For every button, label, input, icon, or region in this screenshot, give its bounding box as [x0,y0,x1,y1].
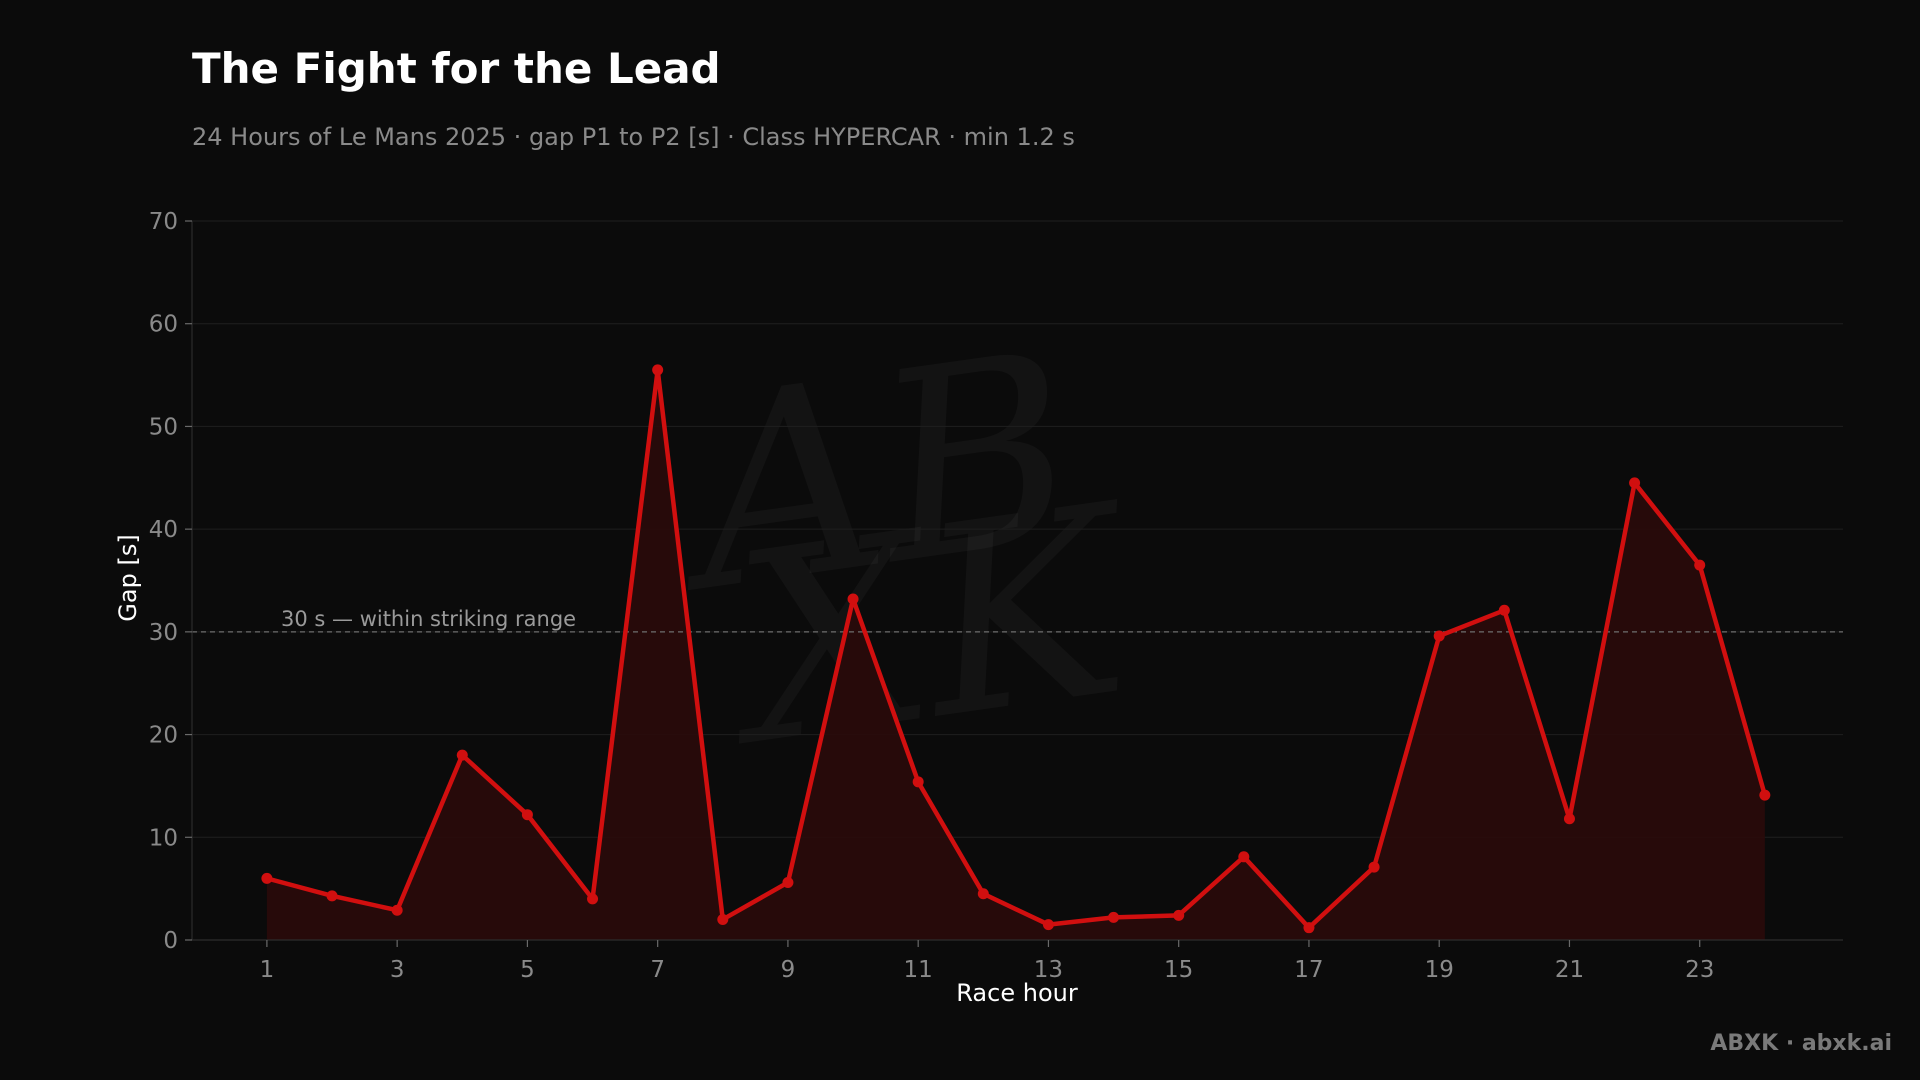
data-point [1629,477,1641,489]
data-point [1694,559,1706,571]
y-tick-label: 0 [163,928,178,954]
page-subtitle: 24 Hours of Le Mans 2025 · gap P1 to P2 … [192,123,1075,151]
y-tick-label: 50 [149,414,178,440]
x-tick-label: 21 [1555,957,1584,983]
axes [185,220,1843,947]
y-tick-label: 60 [149,312,178,338]
y-tick-label: 40 [149,517,178,543]
x-tick-label: 1 [260,957,275,983]
data-point [1759,789,1771,801]
data-point [847,593,859,605]
series-line [264,367,1768,930]
data-point [1563,813,1575,825]
data-point [912,776,924,788]
brand-label: ABXK · abxk.ai [1710,1031,1892,1056]
data-point [326,890,338,902]
data-point [1433,630,1445,642]
x-tick-label: 15 [1164,957,1193,983]
grid-lines [192,220,1843,941]
page-title: The Fight for the Lead [192,44,721,93]
y-tick-label: 70 [149,209,178,235]
data-point [652,364,664,376]
data-point [1498,604,1510,616]
reference-line-group: 30 s — within striking range [192,607,1843,633]
x-tick-label: 3 [390,957,405,983]
x-tick-label: 13 [1034,957,1063,983]
y-tick-label: 30 [149,620,178,646]
watermark-letters-bottom: XK [702,449,1153,805]
x-axis-label: Race hour [956,979,1078,1007]
x-tick-label: 23 [1685,957,1714,983]
data-point [391,904,403,916]
reference-line-label: 30 s — within striking range [281,607,576,631]
watermark-logo: ABXK [654,297,1153,805]
data-point [1368,861,1380,873]
x-tick-label: 7 [650,957,665,983]
data-point [1303,922,1315,934]
x-tick-label: 11 [904,957,933,983]
data-point [977,888,989,900]
x-tick-label: 19 [1425,957,1454,983]
y-tick-label: 20 [149,723,178,749]
series-line-group [264,367,1768,930]
y-tick-label: 10 [149,825,178,851]
data-point [1042,919,1054,931]
data-point [1238,851,1250,863]
y-axis-label: Gap [s] [114,534,142,621]
data-point [782,876,794,888]
data-point [1108,911,1120,923]
x-tick-label: 9 [781,957,796,983]
x-tick-label: 5 [520,957,535,983]
data-point [521,809,533,821]
data-point [261,872,273,884]
data-point [1173,909,1185,921]
data-point [717,913,729,925]
data-point [587,893,599,905]
data-point [456,749,468,761]
x-tick-label: 17 [1294,957,1323,983]
data-points [261,364,1771,934]
